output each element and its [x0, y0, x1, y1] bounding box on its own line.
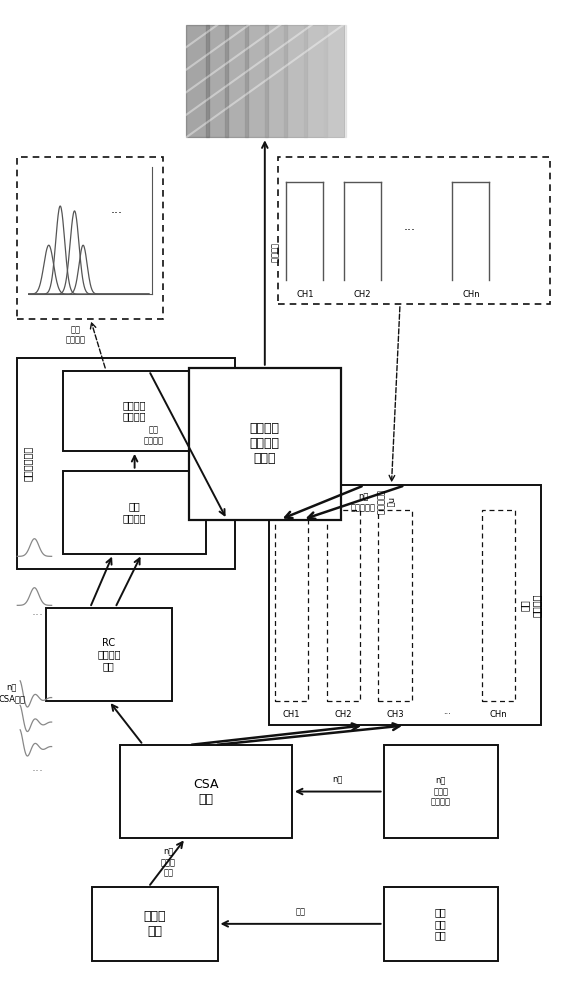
Text: n路
CSA信号: n路 CSA信号: [0, 684, 25, 703]
FancyBboxPatch shape: [378, 510, 412, 701]
Text: CH3: CH3: [386, 710, 404, 719]
FancyBboxPatch shape: [326, 510, 360, 701]
Text: 数字多道
脉冲幅度
分析器: 数字多道 脉冲幅度 分析器: [250, 422, 280, 465]
Text: ···: ···: [32, 765, 43, 778]
FancyBboxPatch shape: [277, 157, 550, 304]
Text: 时间
甄别单元: 时间 甄别单元: [520, 594, 541, 617]
FancyBboxPatch shape: [269, 485, 541, 725]
FancyBboxPatch shape: [120, 745, 292, 838]
FancyBboxPatch shape: [384, 745, 498, 838]
Text: 电流
加权单元: 电流 加权单元: [123, 501, 147, 523]
FancyBboxPatch shape: [18, 358, 235, 569]
Text: 单路
能量信号: 单路 能量信号: [65, 325, 85, 345]
Text: CH2: CH2: [353, 290, 371, 299]
Text: 电流电压
转换单元: 电流电压 转换单元: [123, 400, 147, 422]
Text: RC
有源滤波
单元: RC 有源滤波 单元: [97, 638, 121, 671]
Text: 一路: 一路: [296, 908, 305, 917]
FancyBboxPatch shape: [63, 371, 206, 451]
Text: ···: ···: [110, 207, 123, 220]
Text: ···: ···: [443, 710, 451, 719]
FancyBboxPatch shape: [384, 887, 498, 961]
Text: ···: ···: [32, 609, 43, 622]
Text: CSA
阵列: CSA 阵列: [193, 778, 219, 806]
Text: 信号加权单元: 信号加权单元: [23, 446, 33, 481]
FancyBboxPatch shape: [18, 157, 164, 319]
FancyBboxPatch shape: [275, 510, 308, 701]
Bar: [186, 25, 343, 137]
Text: CHn: CHn: [462, 290, 479, 299]
FancyBboxPatch shape: [189, 368, 340, 520]
Text: 一路
高压
模块: 一路 高压 模块: [435, 907, 447, 940]
Text: n路
探测器
信号: n路 探测器 信号: [161, 848, 176, 878]
Text: n路
时间同信号: n路 时间同信号: [350, 493, 376, 512]
Text: n路
时间同信号: n路 时间同信号: [375, 490, 394, 515]
Text: n路: n路: [333, 775, 343, 784]
Text: 输出谱线: 输出谱线: [269, 243, 278, 263]
Text: 探测器
阵列: 探测器 阵列: [144, 910, 166, 938]
Text: CH1: CH1: [283, 710, 300, 719]
Text: 单路
能量信号: 单路 能量信号: [144, 426, 164, 445]
FancyBboxPatch shape: [92, 887, 218, 961]
FancyBboxPatch shape: [63, 471, 206, 554]
FancyBboxPatch shape: [46, 608, 172, 701]
Text: n路
低噪声
电源模块: n路 低噪声 电源模块: [431, 777, 451, 806]
Text: ···: ···: [404, 224, 415, 237]
Text: CH2: CH2: [335, 710, 352, 719]
Text: CHn: CHn: [490, 710, 507, 719]
Text: CH1: CH1: [296, 290, 314, 299]
FancyBboxPatch shape: [482, 510, 515, 701]
